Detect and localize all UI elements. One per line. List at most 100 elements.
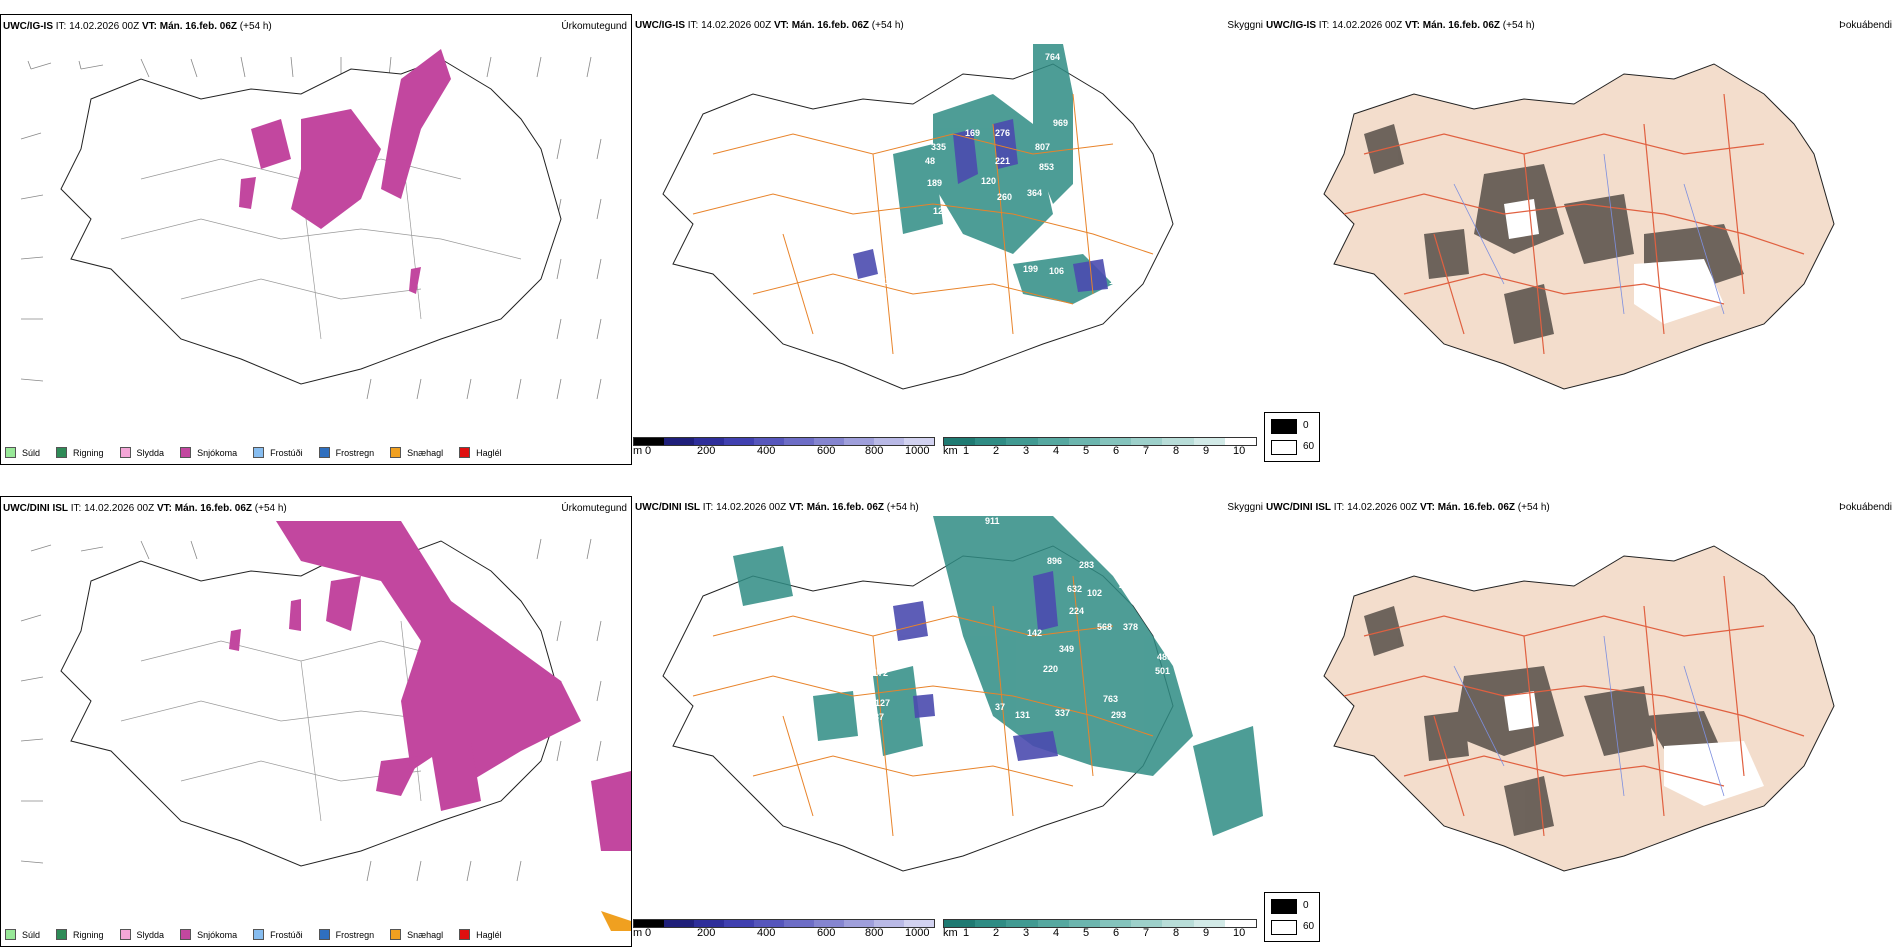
cloud-base-labels: 911 896 283 632 102 221 224 568 378 263 … <box>869 516 1178 722</box>
legend-item: Súld <box>5 929 40 940</box>
colorbar-tick: 7 <box>1143 445 1150 457</box>
svg-text:259: 259 <box>1053 206 1068 216</box>
svg-text:632: 632 <box>1067 584 1082 594</box>
colorbar-tick: 400 <box>757 445 776 457</box>
legend-item: Rigning <box>56 929 104 940</box>
colorbar-tick: 200 <box>697 445 716 457</box>
colorbar-tick: 1000 <box>905 445 930 457</box>
cloud-base-labels: 764 169 276 969 335 48 807 221 853 189 1… <box>875 52 1124 286</box>
panel-title: UWC/DINI ISL IT: 14.02.2026 00Z VT: Mán.… <box>3 503 287 514</box>
visibility-panel-bottom: UWC/DINI ISL IT: 14.02.2026 00Z VT: Mán.… <box>633 496 1263 947</box>
colorbar-tick: 800 <box>865 445 884 457</box>
visibility-colorbar: km 1 2 3 4 5 6 7 8 9 10 <box>943 919 1263 949</box>
svg-text:969: 969 <box>1053 118 1068 128</box>
svg-text:206: 206 <box>937 258 952 268</box>
svg-text:142: 142 <box>1027 628 1042 638</box>
panel-title: UWC/DINI ISL IT: 14.02.2026 00Z VT: Mán.… <box>635 502 919 513</box>
colorbar-tick: 8 <box>1173 927 1180 939</box>
svg-text:501: 501 <box>1155 666 1170 676</box>
svg-text:911: 911 <box>985 516 1000 526</box>
fog-legend: 0 60 <box>1264 412 1320 462</box>
svg-text:293: 293 <box>1111 710 1126 720</box>
panel-title: UWC/IG-IS IT: 14.02.2026 00Z VT: Mán. 16… <box>635 20 904 31</box>
colorbar-tick: 4 <box>1053 927 1060 939</box>
fog-panel-bottom: UWC/DINI ISL IT: 14.02.2026 00Z VT: Mán.… <box>1264 496 1900 947</box>
svg-text:157: 157 <box>943 698 958 708</box>
legend-item: Snjókoma <box>180 447 237 458</box>
panel-field-title: Úrkomutegund <box>561 503 627 514</box>
colorbar-tick: 600 <box>817 445 836 457</box>
svg-text:145: 145 <box>1109 276 1124 286</box>
svg-text:37: 37 <box>995 702 1005 712</box>
precip-map <box>20 49 602 400</box>
colorbar-tick: 4 <box>1053 445 1060 457</box>
visibility-map: 911 896 283 632 102 221 224 568 378 263 … <box>662 516 1263 872</box>
fog-legend: 0 60 <box>1264 892 1320 942</box>
svg-text:263: 263 <box>1163 622 1178 632</box>
legend-item: Snæhagl <box>390 929 443 940</box>
cloud-base-colorbar: m 0 200 400 600 800 1000 <box>633 437 943 467</box>
legend-item: Frostúði <box>253 447 303 458</box>
wind-barbs <box>20 56 602 400</box>
colorbar-tick: 6 <box>1113 445 1120 457</box>
colorbar-tick: 7 <box>1143 927 1150 939</box>
roads <box>692 93 1154 355</box>
svg-text:337: 337 <box>1055 708 1070 718</box>
colorbar-unit: km <box>943 927 958 939</box>
colorbar-tick: 9 <box>1203 927 1210 939</box>
svg-text:199: 199 <box>1023 264 1038 274</box>
svg-text:763: 763 <box>1103 694 1118 704</box>
svg-text:220: 220 <box>1043 664 1058 674</box>
cloud-base-areas <box>893 571 1058 761</box>
colorbar-unit: km <box>943 445 958 457</box>
colorbar-unit: m <box>633 927 643 939</box>
fog-clear-areas <box>1504 199 1724 324</box>
visibility-panel-top: UWC/IG-IS IT: 14.02.2026 00Z VT: Mán. 16… <box>633 14 1263 465</box>
panel-title: UWC/DINI ISL IT: 14.02.2026 00Z VT: Mán.… <box>1266 502 1550 513</box>
svg-text:853: 853 <box>1039 162 1054 172</box>
svg-text:221: 221 <box>1119 580 1134 590</box>
roads <box>1343 575 1805 837</box>
svg-text:137: 137 <box>869 712 884 722</box>
svg-text:335: 335 <box>931 142 946 152</box>
colorbar-unit: m <box>633 445 643 457</box>
svg-text:896: 896 <box>1047 556 1062 566</box>
svg-text:120: 120 <box>933 206 948 216</box>
graupel-areas <box>601 911 631 931</box>
fog-map <box>1323 63 1835 390</box>
panel-field-title: Skyggni <box>1227 502 1263 513</box>
colorbar-tick: 0 <box>645 927 652 939</box>
svg-text:807: 807 <box>1035 142 1050 152</box>
colorbar-tick: 0 <box>645 445 652 457</box>
legend-item: Rigning <box>56 447 104 458</box>
iceland-outline <box>1323 545 1835 872</box>
fog-panel-top: UWC/IG-IS IT: 14.02.2026 00Z VT: Mán. 16… <box>1264 14 1900 465</box>
svg-text:386: 386 <box>989 264 1004 274</box>
svg-text:169: 169 <box>965 128 980 138</box>
panel-field-title: Skyggni <box>1227 20 1263 31</box>
roads <box>1343 93 1805 355</box>
panel-title: UWC/IG-IS IT: 14.02.2026 00Z VT: Mán. 16… <box>3 21 272 32</box>
svg-text:349: 349 <box>1059 644 1074 654</box>
precip-legend: Súld Rigning Slydda Snjókoma Frostúði Fr… <box>5 447 518 458</box>
panel-field-title: Úrkomutegund <box>561 21 627 32</box>
panel-field-title: Þokuábendi <box>1839 502 1892 513</box>
colorbar-tick: 3 <box>1023 927 1030 939</box>
svg-text:48: 48 <box>925 156 935 166</box>
legend-item: Frostregn <box>318 929 374 940</box>
colorbar-tick: 8 <box>1173 445 1180 457</box>
fog-map <box>1323 545 1835 872</box>
svg-text:764: 764 <box>1045 52 1060 62</box>
svg-text:131: 131 <box>1015 710 1030 720</box>
svg-text:152: 152 <box>891 256 906 266</box>
colorbar-tick: 9 <box>1203 445 1210 457</box>
visibility-map: 764 169 276 969 335 48 807 221 853 189 1… <box>662 44 1174 390</box>
colorbar-tick: 10 <box>1233 445 1246 457</box>
svg-text:120: 120 <box>981 176 996 186</box>
colorbar-tick: 1000 <box>905 927 930 939</box>
svg-text:224: 224 <box>1069 606 1084 616</box>
precip-map <box>20 521 631 931</box>
snow-areas <box>229 521 631 851</box>
svg-text:189: 189 <box>927 178 942 188</box>
svg-text:378: 378 <box>1123 622 1138 632</box>
